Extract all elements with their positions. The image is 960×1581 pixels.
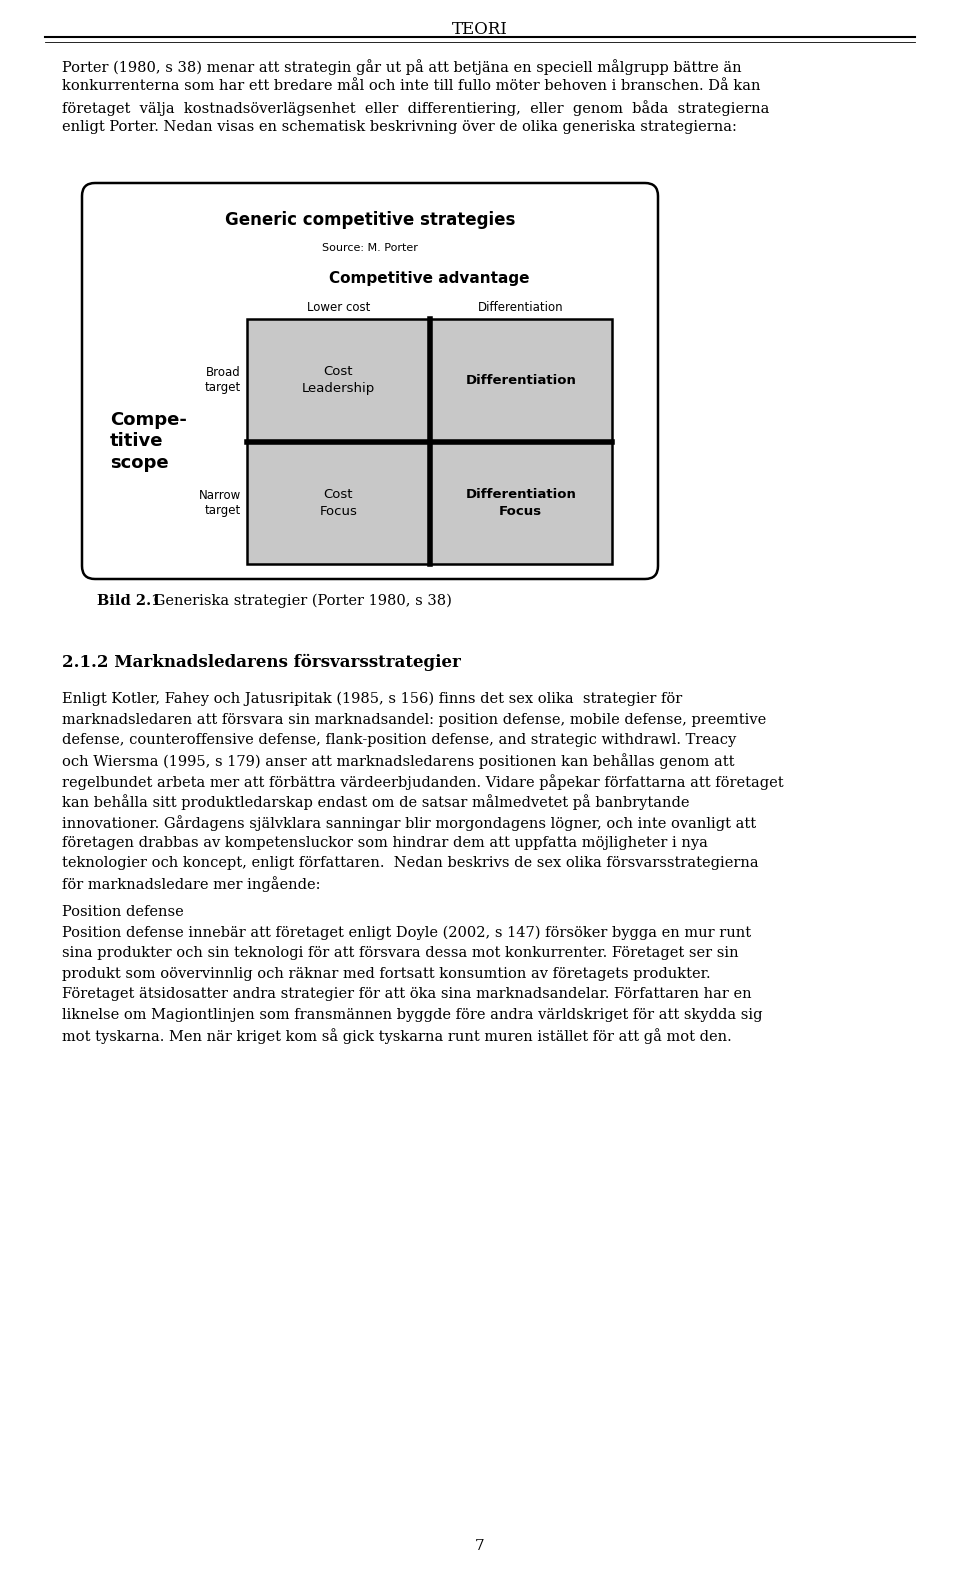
Text: konkurrenterna som har ett bredare mål och inte till fullo möter behoven i brans: konkurrenterna som har ett bredare mål o… xyxy=(62,79,760,93)
Text: Competitive advantage: Competitive advantage xyxy=(329,270,530,286)
Text: Differentiation: Differentiation xyxy=(466,373,576,387)
Text: Generic competitive strategies: Generic competitive strategies xyxy=(225,210,516,229)
Text: 7: 7 xyxy=(475,1538,485,1553)
Text: defense, counteroffensive defense, flank-position defense, and strategic withdra: defense, counteroffensive defense, flank… xyxy=(62,734,736,746)
Text: TEORI: TEORI xyxy=(452,21,508,38)
Text: Position defense innebär att företaget enligt Doyle (2002, s 147) försöker bygga: Position defense innebär att företaget e… xyxy=(62,925,751,939)
Text: Broad
target: Broad target xyxy=(204,367,241,394)
Text: sina produkter och sin teknologi för att försvara dessa mot konkurrenter. Företa: sina produkter och sin teknologi för att… xyxy=(62,945,738,960)
Text: marknadsledaren att försvara sin marknadsandel: position defense, mobile defense: marknadsledaren att försvara sin marknad… xyxy=(62,713,766,727)
Text: Narrow
target: Narrow target xyxy=(199,489,241,517)
Text: Enligt Kotler, Fahey och Jatusripitak (1985, s 156) finns det sex olika  strateg: Enligt Kotler, Fahey och Jatusripitak (1… xyxy=(62,692,683,707)
Text: Cost
Focus: Cost Focus xyxy=(320,489,357,517)
Text: Differentiation
Focus: Differentiation Focus xyxy=(466,489,576,517)
Text: 2.1.2 Marknadsledarens försvarsstrategier: 2.1.2 Marknadsledarens försvarsstrategie… xyxy=(62,655,461,672)
Text: Bild 2.1: Bild 2.1 xyxy=(97,594,161,609)
Text: kan behålla sitt produktledarskap endast om de satsar målmedvetet på banbrytande: kan behålla sitt produktledarskap endast… xyxy=(62,795,689,811)
Text: Differentiation: Differentiation xyxy=(478,300,564,315)
Bar xyxy=(247,441,429,564)
Bar xyxy=(429,319,612,441)
Text: och Wiersma (1995, s 179) anser att marknadsledarens positionen kan behållas gen: och Wiersma (1995, s 179) anser att mark… xyxy=(62,754,734,770)
Text: Lower cost: Lower cost xyxy=(306,300,370,315)
Text: Företaget ätsidosatter andra strategier för att öka sina marknadsandelar. Förfat: Företaget ätsidosatter andra strategier … xyxy=(62,987,752,1001)
Text: Generiska strategier (Porter 1980, s 38): Generiska strategier (Porter 1980, s 38) xyxy=(149,594,452,609)
Text: företaget  välja  kostnadsöverlägsenhet  eller  differentiering,  eller  genom  : företaget välja kostnadsöverlägsenhet el… xyxy=(62,100,769,115)
Bar xyxy=(247,319,429,441)
Bar xyxy=(429,441,612,564)
Text: Position defense: Position defense xyxy=(62,904,183,919)
Text: enligt Porter. Nedan visas en schematisk beskrivning över de olika generiska str: enligt Porter. Nedan visas en schematisk… xyxy=(62,120,737,134)
FancyBboxPatch shape xyxy=(82,183,658,579)
Text: Compe-
titive
scope: Compe- titive scope xyxy=(110,411,187,473)
Text: liknelse om Magiontlinjen som fransmännen byggde före andra världskriget för att: liknelse om Magiontlinjen som fransmänne… xyxy=(62,1007,762,1021)
Text: mot tyskarna. Men när kriget kom så gick tyskarna runt muren istället för att gå: mot tyskarna. Men när kriget kom så gick… xyxy=(62,1028,732,1043)
Bar xyxy=(247,319,612,564)
Text: Porter (1980, s 38) menar att strategin går ut på att betjäna en speciell målgru: Porter (1980, s 38) menar att strategin … xyxy=(62,58,742,74)
Text: Cost
Leadership: Cost Leadership xyxy=(301,365,374,395)
Text: Source: M. Porter: Source: M. Porter xyxy=(322,243,418,253)
Text: produkt som oövervinnlig och räknar med fortsatt konsumtion av företagets produk: produkt som oövervinnlig och räknar med … xyxy=(62,966,710,980)
Text: för marknadsledare mer ingående:: för marknadsledare mer ingående: xyxy=(62,876,321,892)
Text: innovationer. Gårdagens självklara sanningar blir morgondagens lögner, och inte : innovationer. Gårdagens självklara sanni… xyxy=(62,814,756,832)
Text: teknologier och koncept, enligt författaren.  Nedan beskrivs de sex olika försva: teknologier och koncept, enligt författa… xyxy=(62,855,758,870)
Text: företagen drabbas av kompetensluckor som hindrar dem att uppfatta möjligheter i : företagen drabbas av kompetensluckor som… xyxy=(62,835,708,849)
Text: regelbundet arbeta mer att förbättra värdeerbjudanden. Vidare påpekar författarn: regelbundet arbeta mer att förbättra vär… xyxy=(62,775,783,790)
